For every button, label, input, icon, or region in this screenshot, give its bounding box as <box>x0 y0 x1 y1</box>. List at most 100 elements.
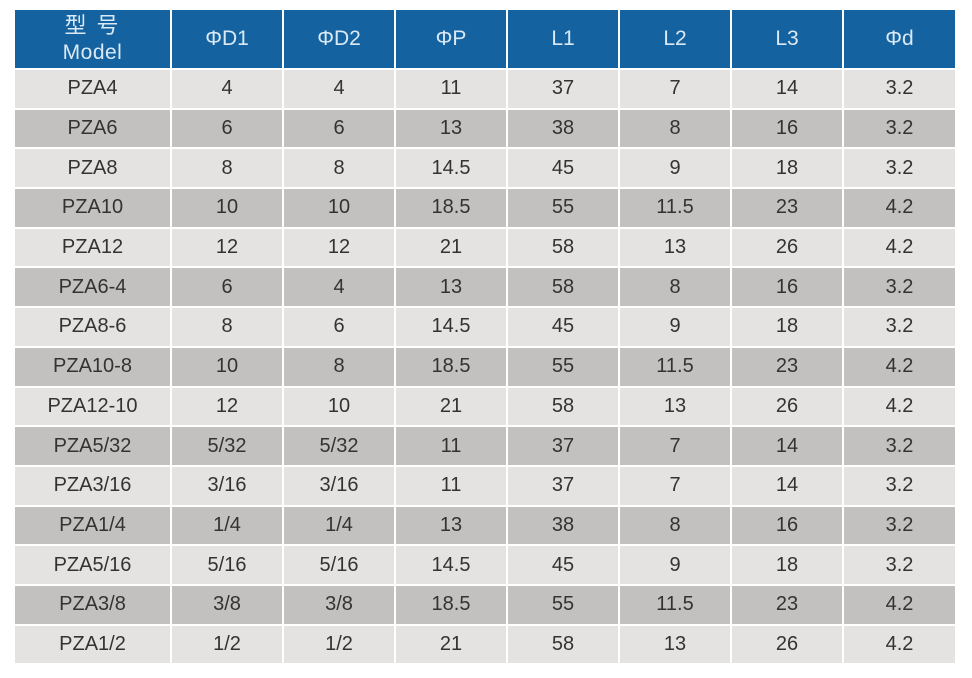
value-cell-d1: 12 <box>170 226 284 269</box>
spec-table: 型 号 Model ΦD1 ΦD2 ΦP L1 L2 L3 Φd PZA4 4 … <box>13 8 957 666</box>
value-cell-d2: 5/32 <box>282 425 396 467</box>
value-cell-d: 4.2 <box>842 385 957 428</box>
value-cell-l1: 58 <box>506 385 620 428</box>
value-cell-l1: 45 <box>506 544 620 586</box>
value-cell-l1: 38 <box>506 504 620 547</box>
value-cell-l3: 18 <box>730 147 844 190</box>
table-row: PZA5/32 5/32 5/32 11 37 7 14 3.2 <box>13 425 957 467</box>
value-cell-l1: 58 <box>506 266 620 309</box>
table-row: PZA6-4 6 4 13 58 8 16 3.2 <box>13 266 957 309</box>
value-cell-d1: 1/2 <box>170 623 284 666</box>
value-cell-l1: 58 <box>506 623 620 666</box>
value-cell-l2: 7 <box>618 425 732 467</box>
value-cell-d1: 3/16 <box>170 464 284 507</box>
table-row: PZA8-6 8 6 14.5 45 9 18 3.2 <box>13 306 957 348</box>
header-cell-l1: L1 <box>506 8 620 70</box>
value-cell-l2: 8 <box>618 266 732 309</box>
value-cell-d1: 4 <box>170 68 284 110</box>
model-cell: PZA1/2 <box>13 623 172 666</box>
value-cell-p: 21 <box>394 623 508 666</box>
model-cell: PZA12-10 <box>13 385 172 428</box>
value-cell-p: 14.5 <box>394 544 508 586</box>
header-cell-d1: ΦD1 <box>170 8 284 70</box>
table-row: PZA1/4 1/4 1/4 13 38 8 16 3.2 <box>13 504 957 547</box>
value-cell-l2: 7 <box>618 68 732 110</box>
table-row: PZA12 12 12 21 58 13 26 4.2 <box>13 226 957 269</box>
value-cell-d2: 8 <box>282 345 396 388</box>
value-cell-d: 4.2 <box>842 623 957 666</box>
value-cell-l2: 9 <box>618 306 732 348</box>
value-cell-p: 21 <box>394 226 508 269</box>
value-cell-d1: 3/8 <box>170 583 284 626</box>
value-cell-l3: 26 <box>730 385 844 428</box>
value-cell-l1: 55 <box>506 583 620 626</box>
value-cell-d2: 8 <box>282 147 396 190</box>
model-cell: PZA1/4 <box>13 504 172 547</box>
value-cell-l3: 23 <box>730 583 844 626</box>
value-cell-d: 3.2 <box>842 544 957 586</box>
value-cell-l3: 23 <box>730 187 844 229</box>
value-cell-d1: 5/32 <box>170 425 284 467</box>
table-row: PZA3/16 3/16 3/16 11 37 7 14 3.2 <box>13 464 957 507</box>
value-cell-l1: 55 <box>506 345 620 388</box>
value-cell-p: 11 <box>394 68 508 110</box>
value-cell-l3: 18 <box>730 544 844 586</box>
model-cell: PZA8 <box>13 147 172 190</box>
header-cell-d: Φd <box>842 8 957 70</box>
value-cell-d2: 1/4 <box>282 504 396 547</box>
table-row: PZA12-10 12 10 21 58 13 26 4.2 <box>13 385 957 428</box>
value-cell-p: 11 <box>394 425 508 467</box>
value-cell-l3: 26 <box>730 226 844 269</box>
value-cell-l2: 13 <box>618 385 732 428</box>
value-cell-l3: 14 <box>730 68 844 110</box>
header-model-zh: 型 号 <box>64 13 121 39</box>
table-row: PZA8 8 8 14.5 45 9 18 3.2 <box>13 147 957 190</box>
spec-table-wrap: 型 号 Model ΦD1 ΦD2 ΦP L1 L2 L3 Φd PZA4 4 … <box>13 8 957 666</box>
value-cell-d2: 12 <box>282 226 396 269</box>
value-cell-d2: 3/8 <box>282 583 396 626</box>
value-cell-d2: 5/16 <box>282 544 396 586</box>
value-cell-d1: 10 <box>170 345 284 388</box>
value-cell-p: 11 <box>394 464 508 507</box>
value-cell-p: 13 <box>394 266 508 309</box>
model-cell: PZA4 <box>13 68 172 110</box>
value-cell-l1: 45 <box>506 306 620 348</box>
value-cell-p: 13 <box>394 107 508 150</box>
model-cell: PZA3/16 <box>13 464 172 507</box>
value-cell-d: 4.2 <box>842 583 957 626</box>
value-cell-l3: 16 <box>730 107 844 150</box>
value-cell-d2: 1/2 <box>282 623 396 666</box>
table-row: PZA6 6 6 13 38 8 16 3.2 <box>13 107 957 150</box>
value-cell-l2: 13 <box>618 226 732 269</box>
model-cell: PZA12 <box>13 226 172 269</box>
model-cell: PZA6 <box>13 107 172 150</box>
value-cell-l2: 11.5 <box>618 187 732 229</box>
value-cell-d: 3.2 <box>842 147 957 190</box>
table-row: PZA4 4 4 11 37 7 14 3.2 <box>13 68 957 110</box>
value-cell-d1: 6 <box>170 107 284 150</box>
value-cell-d2: 4 <box>282 68 396 110</box>
value-cell-d2: 6 <box>282 306 396 348</box>
header-model-en: Model <box>62 40 123 64</box>
value-cell-l2: 8 <box>618 504 732 547</box>
value-cell-l1: 58 <box>506 226 620 269</box>
header-cell-d2: ΦD2 <box>282 8 396 70</box>
header-row: 型 号 Model ΦD1 ΦD2 ΦP L1 L2 L3 Φd <box>13 8 957 70</box>
value-cell-l1: 55 <box>506 187 620 229</box>
value-cell-l2: 11.5 <box>618 583 732 626</box>
table-row: PZA10-8 10 8 18.5 55 11.5 23 4.2 <box>13 345 957 388</box>
value-cell-p: 14.5 <box>394 306 508 348</box>
value-cell-d: 4.2 <box>842 187 957 229</box>
value-cell-d: 3.2 <box>842 306 957 348</box>
table-row: PZA1/2 1/2 1/2 21 58 13 26 4.2 <box>13 623 957 666</box>
value-cell-d1: 8 <box>170 306 284 348</box>
table-row: PZA3/8 3/8 3/8 18.5 55 11.5 23 4.2 <box>13 583 957 626</box>
value-cell-d1: 5/16 <box>170 544 284 586</box>
value-cell-l3: 23 <box>730 345 844 388</box>
value-cell-d1: 1/4 <box>170 504 284 547</box>
value-cell-l2: 9 <box>618 544 732 586</box>
header-cell-p: ΦP <box>394 8 508 70</box>
value-cell-d: 3.2 <box>842 68 957 110</box>
value-cell-l1: 37 <box>506 425 620 467</box>
model-cell: PZA10 <box>13 187 172 229</box>
